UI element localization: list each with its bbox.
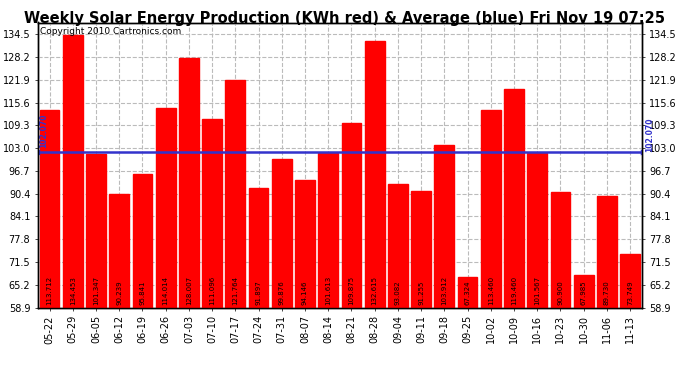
Bar (86, 154, 106, 308)
Bar (365, 41, 384, 308)
Bar (226, 80, 245, 308)
Text: 93.082: 93.082 (395, 280, 401, 304)
Bar (388, 184, 408, 308)
Text: 67.985: 67.985 (581, 280, 586, 304)
Text: 101.567: 101.567 (534, 276, 540, 304)
Bar (109, 194, 129, 308)
Bar (179, 58, 199, 308)
Text: 109.875: 109.875 (348, 276, 355, 304)
Bar (411, 190, 431, 308)
Text: 113.460: 113.460 (488, 276, 494, 304)
Text: 95.841: 95.841 (139, 280, 146, 304)
Bar (295, 180, 315, 308)
Bar (481, 110, 501, 308)
Text: 101.613: 101.613 (325, 275, 331, 304)
Bar (620, 254, 640, 308)
Bar (435, 145, 454, 308)
Text: 132.615: 132.615 (372, 276, 377, 304)
Bar (551, 192, 571, 308)
Bar (318, 153, 338, 308)
Text: 113.712: 113.712 (46, 276, 52, 304)
Text: 103.912: 103.912 (442, 276, 447, 304)
Bar (527, 153, 547, 308)
Bar (248, 188, 268, 308)
Bar (202, 119, 222, 308)
Text: 89.730: 89.730 (604, 280, 610, 304)
Bar (597, 196, 617, 308)
Bar (342, 123, 362, 308)
Text: 102.070: 102.070 (644, 117, 653, 152)
Text: 94.146: 94.146 (302, 280, 308, 304)
Text: 90.900: 90.900 (558, 280, 564, 304)
Text: 119.460: 119.460 (511, 276, 517, 304)
Text: 73.749: 73.749 (627, 280, 633, 304)
Bar (272, 159, 292, 308)
Bar (457, 277, 477, 308)
Text: 128.007: 128.007 (186, 276, 192, 304)
Text: 99.876: 99.876 (279, 280, 285, 304)
Text: 111.096: 111.096 (209, 275, 215, 304)
Bar (504, 89, 524, 308)
Text: 101.347: 101.347 (93, 276, 99, 304)
Bar (574, 274, 593, 308)
Text: 102.070: 102.070 (39, 114, 48, 148)
Text: 90.239: 90.239 (116, 280, 122, 304)
Text: Weekly Solar Energy Production (KWh red) & Average (blue) Fri Nov 19 07:25: Weekly Solar Energy Production (KWh red)… (25, 11, 665, 26)
Text: 91.897: 91.897 (255, 280, 262, 304)
Text: 121.764: 121.764 (233, 276, 238, 304)
Text: 114.014: 114.014 (163, 276, 168, 304)
Bar (40, 110, 59, 308)
Text: 134.453: 134.453 (70, 276, 76, 304)
Bar (132, 174, 152, 308)
Bar (156, 108, 175, 307)
Text: 67.324: 67.324 (464, 280, 471, 304)
Text: Copyright 2010 Cartronics.com: Copyright 2010 Cartronics.com (40, 27, 181, 36)
Bar (63, 34, 83, 308)
Text: 91.255: 91.255 (418, 280, 424, 304)
